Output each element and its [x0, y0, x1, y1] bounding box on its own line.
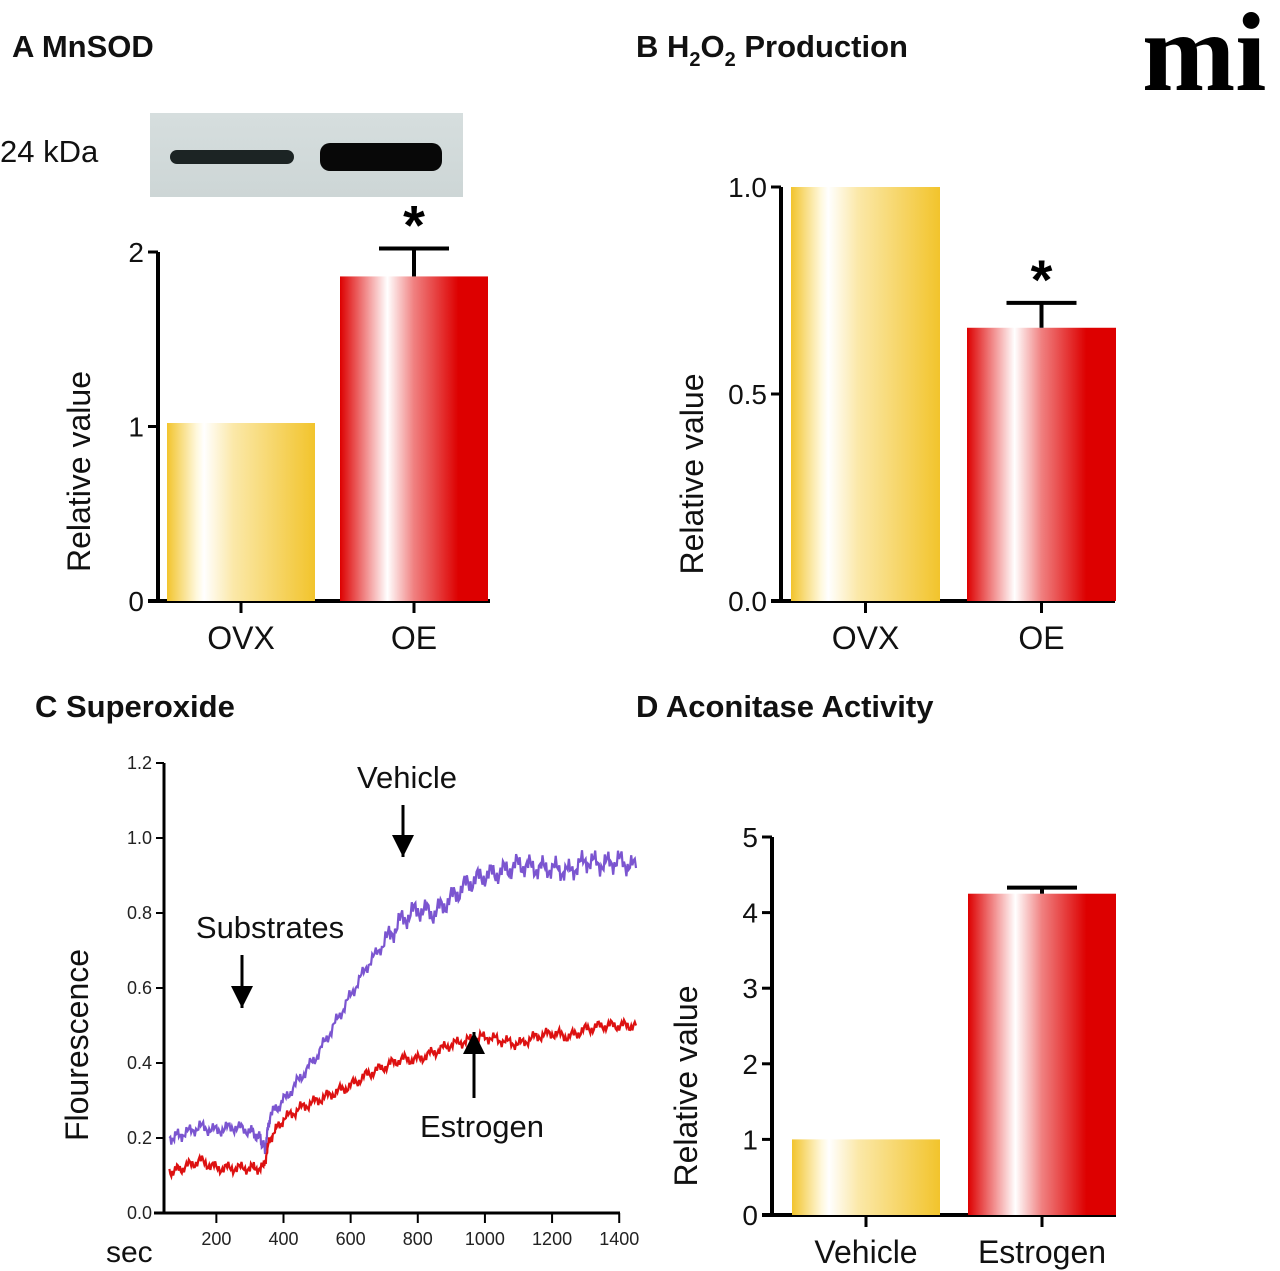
y-tick-label: 3 [742, 973, 758, 1004]
x-tick-label: 600 [336, 1229, 366, 1249]
bar-vehicle [792, 1139, 940, 1215]
y-tick-label: 2 [128, 237, 144, 268]
x-category-label: Vehicle [814, 1234, 917, 1270]
y-tick-label: 4 [742, 898, 758, 929]
x-tick-label: 1000 [465, 1229, 505, 1249]
x-category-label: OVX [207, 620, 275, 656]
blot-size-label: 24 kDa [0, 134, 99, 169]
y-axis-label: Relative value [668, 986, 704, 1187]
y-tick-label: 0.0 [728, 586, 767, 617]
panel-b-chart: 0.0 0.5 1.0 OVX OE * Relative value [674, 172, 1116, 656]
y-tick-label: 1.2 [127, 753, 152, 773]
x-tick-label: 200 [201, 1229, 231, 1249]
panel-c-title: C Superoxide [35, 689, 235, 724]
y-axis-label: Relative value [61, 371, 97, 572]
panel-a-title: A MnSOD [12, 29, 154, 64]
svg-text:mi: mi [1142, 0, 1266, 115]
y-tick-label: 0.2 [127, 1128, 152, 1148]
x-tick-label: 1200 [532, 1229, 572, 1249]
panel-d-title: D Aconitase Activity [636, 689, 934, 724]
x-tick-label: 800 [403, 1229, 433, 1249]
y-tick-label: 0.6 [127, 978, 152, 998]
y-tick-label: 5 [742, 822, 758, 853]
panel-b-title: B H2O2 Production [636, 29, 908, 71]
bar-oe [340, 276, 488, 601]
y-tick-label: 0.0 [127, 1203, 152, 1223]
panel-c-chart: 0.0 0.2 0.4 0.6 0.8 1.0 1.2 200 400 600 800 1000 120… [59, 753, 639, 1269]
annotation-arrow-head-icon [231, 986, 253, 1008]
y-tick-label: 0.5 [728, 379, 767, 410]
x-tick-label: 1400 [599, 1229, 639, 1249]
y-tick-label: 2 [742, 1049, 758, 1080]
y-tick-label: 0 [128, 586, 144, 617]
x-category-label: OVX [832, 620, 900, 656]
y-axis-label: Relative value [674, 374, 710, 575]
y-tick-label: 0.4 [127, 1053, 152, 1073]
significance-marker: * [1031, 248, 1053, 311]
y-tick-label: 0 [742, 1200, 758, 1231]
y-tick-label: 0.8 [127, 903, 152, 923]
y-tick-label: 1 [742, 1124, 758, 1155]
annotation-arrow-head-icon [463, 1032, 485, 1054]
bar-ovx [791, 187, 940, 601]
y-tick-label: 1.0 [127, 828, 152, 848]
journal-logo: mi [1142, 0, 1266, 115]
series-line-vehicle [168, 850, 638, 1155]
bar-oe [967, 327, 1116, 601]
x-tick-label: 400 [268, 1229, 298, 1249]
significance-marker: * [403, 194, 425, 257]
annotation-label: Estrogen [420, 1109, 544, 1144]
panel-d-chart: 0 1 2 3 4 5 Vehicle Estrogen Relative value [668, 822, 1116, 1270]
x-axis-label: sec [106, 1236, 153, 1269]
bar-ovx [167, 423, 315, 601]
x-category-label: OE [1018, 620, 1064, 656]
y-tick-label: 1.0 [728, 172, 767, 203]
series-line-estrogen [168, 1016, 638, 1181]
x-category-label: Estrogen [978, 1234, 1106, 1270]
y-axis-label: Flourescence [59, 949, 95, 1141]
bar-estrogen [968, 893, 1116, 1215]
annotation-arrow-head-icon [392, 835, 414, 857]
annotation-label: Vehicle [357, 760, 457, 795]
annotation-label: Substrates [196, 910, 344, 945]
western-blot-image [150, 113, 463, 197]
y-tick-label: 1 [128, 412, 144, 443]
panel-a-chart: 0 1 2 OVX OE * Relative value [61, 194, 490, 656]
x-category-label: OE [391, 620, 437, 656]
